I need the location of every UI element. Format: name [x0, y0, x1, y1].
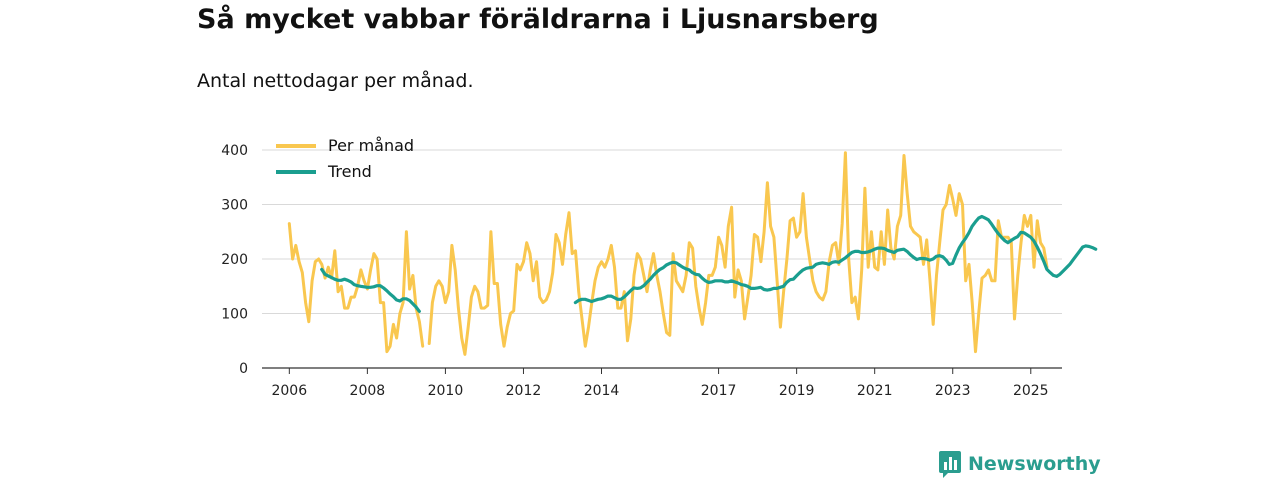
x-tick-label: 2025 — [1013, 383, 1049, 399]
x-tick-label: 2008 — [350, 383, 386, 399]
x-tick-label: 2010 — [428, 383, 464, 399]
x-tick-label: 2021 — [857, 383, 893, 399]
y-axis-ticks: 0 100 200 300 400 — [221, 143, 248, 377]
x-axis-ticks: 2006 2008 2010 2012 2014 2017 2019 2021 2023 2025 — [271, 368, 1049, 399]
x-tick-label: 2023 — [935, 383, 971, 399]
legend: Per månad Trend — [276, 136, 414, 181]
series-line-trend — [320, 214, 1098, 313]
legend-item-trend: Trend — [276, 162, 372, 181]
series-line-per-manad — [287, 151, 1049, 356]
x-tick-label: 2012 — [506, 383, 542, 399]
brand-name: Newsworthy — [968, 453, 1101, 475]
series-group — [287, 151, 1098, 356]
x-tick-label: 2017 — [701, 383, 737, 399]
chart-subtitle: Antal nettodagar per månad. — [197, 70, 474, 92]
y-tick-label: 100 — [221, 307, 248, 323]
brand-logo: Newsworthy — [938, 450, 1101, 478]
y-tick-label: 300 — [221, 198, 248, 214]
chart-title: Så mycket vabbar föräldrarna i Ljusnarsb… — [197, 4, 879, 35]
x-tick-label: 2019 — [779, 383, 815, 399]
y-tick-label: 400 — [221, 143, 248, 159]
legend-label-trend: Trend — [327, 162, 372, 181]
x-tick-label: 2006 — [271, 383, 307, 399]
bar-chart-speech-icon — [939, 451, 961, 478]
legend-item-per-manad: Per månad — [276, 136, 414, 155]
y-tick-label: 0 — [239, 361, 248, 377]
legend-label-per-manad: Per månad — [328, 136, 414, 155]
x-tick-label: 2014 — [584, 383, 620, 399]
y-tick-label: 200 — [221, 252, 248, 268]
